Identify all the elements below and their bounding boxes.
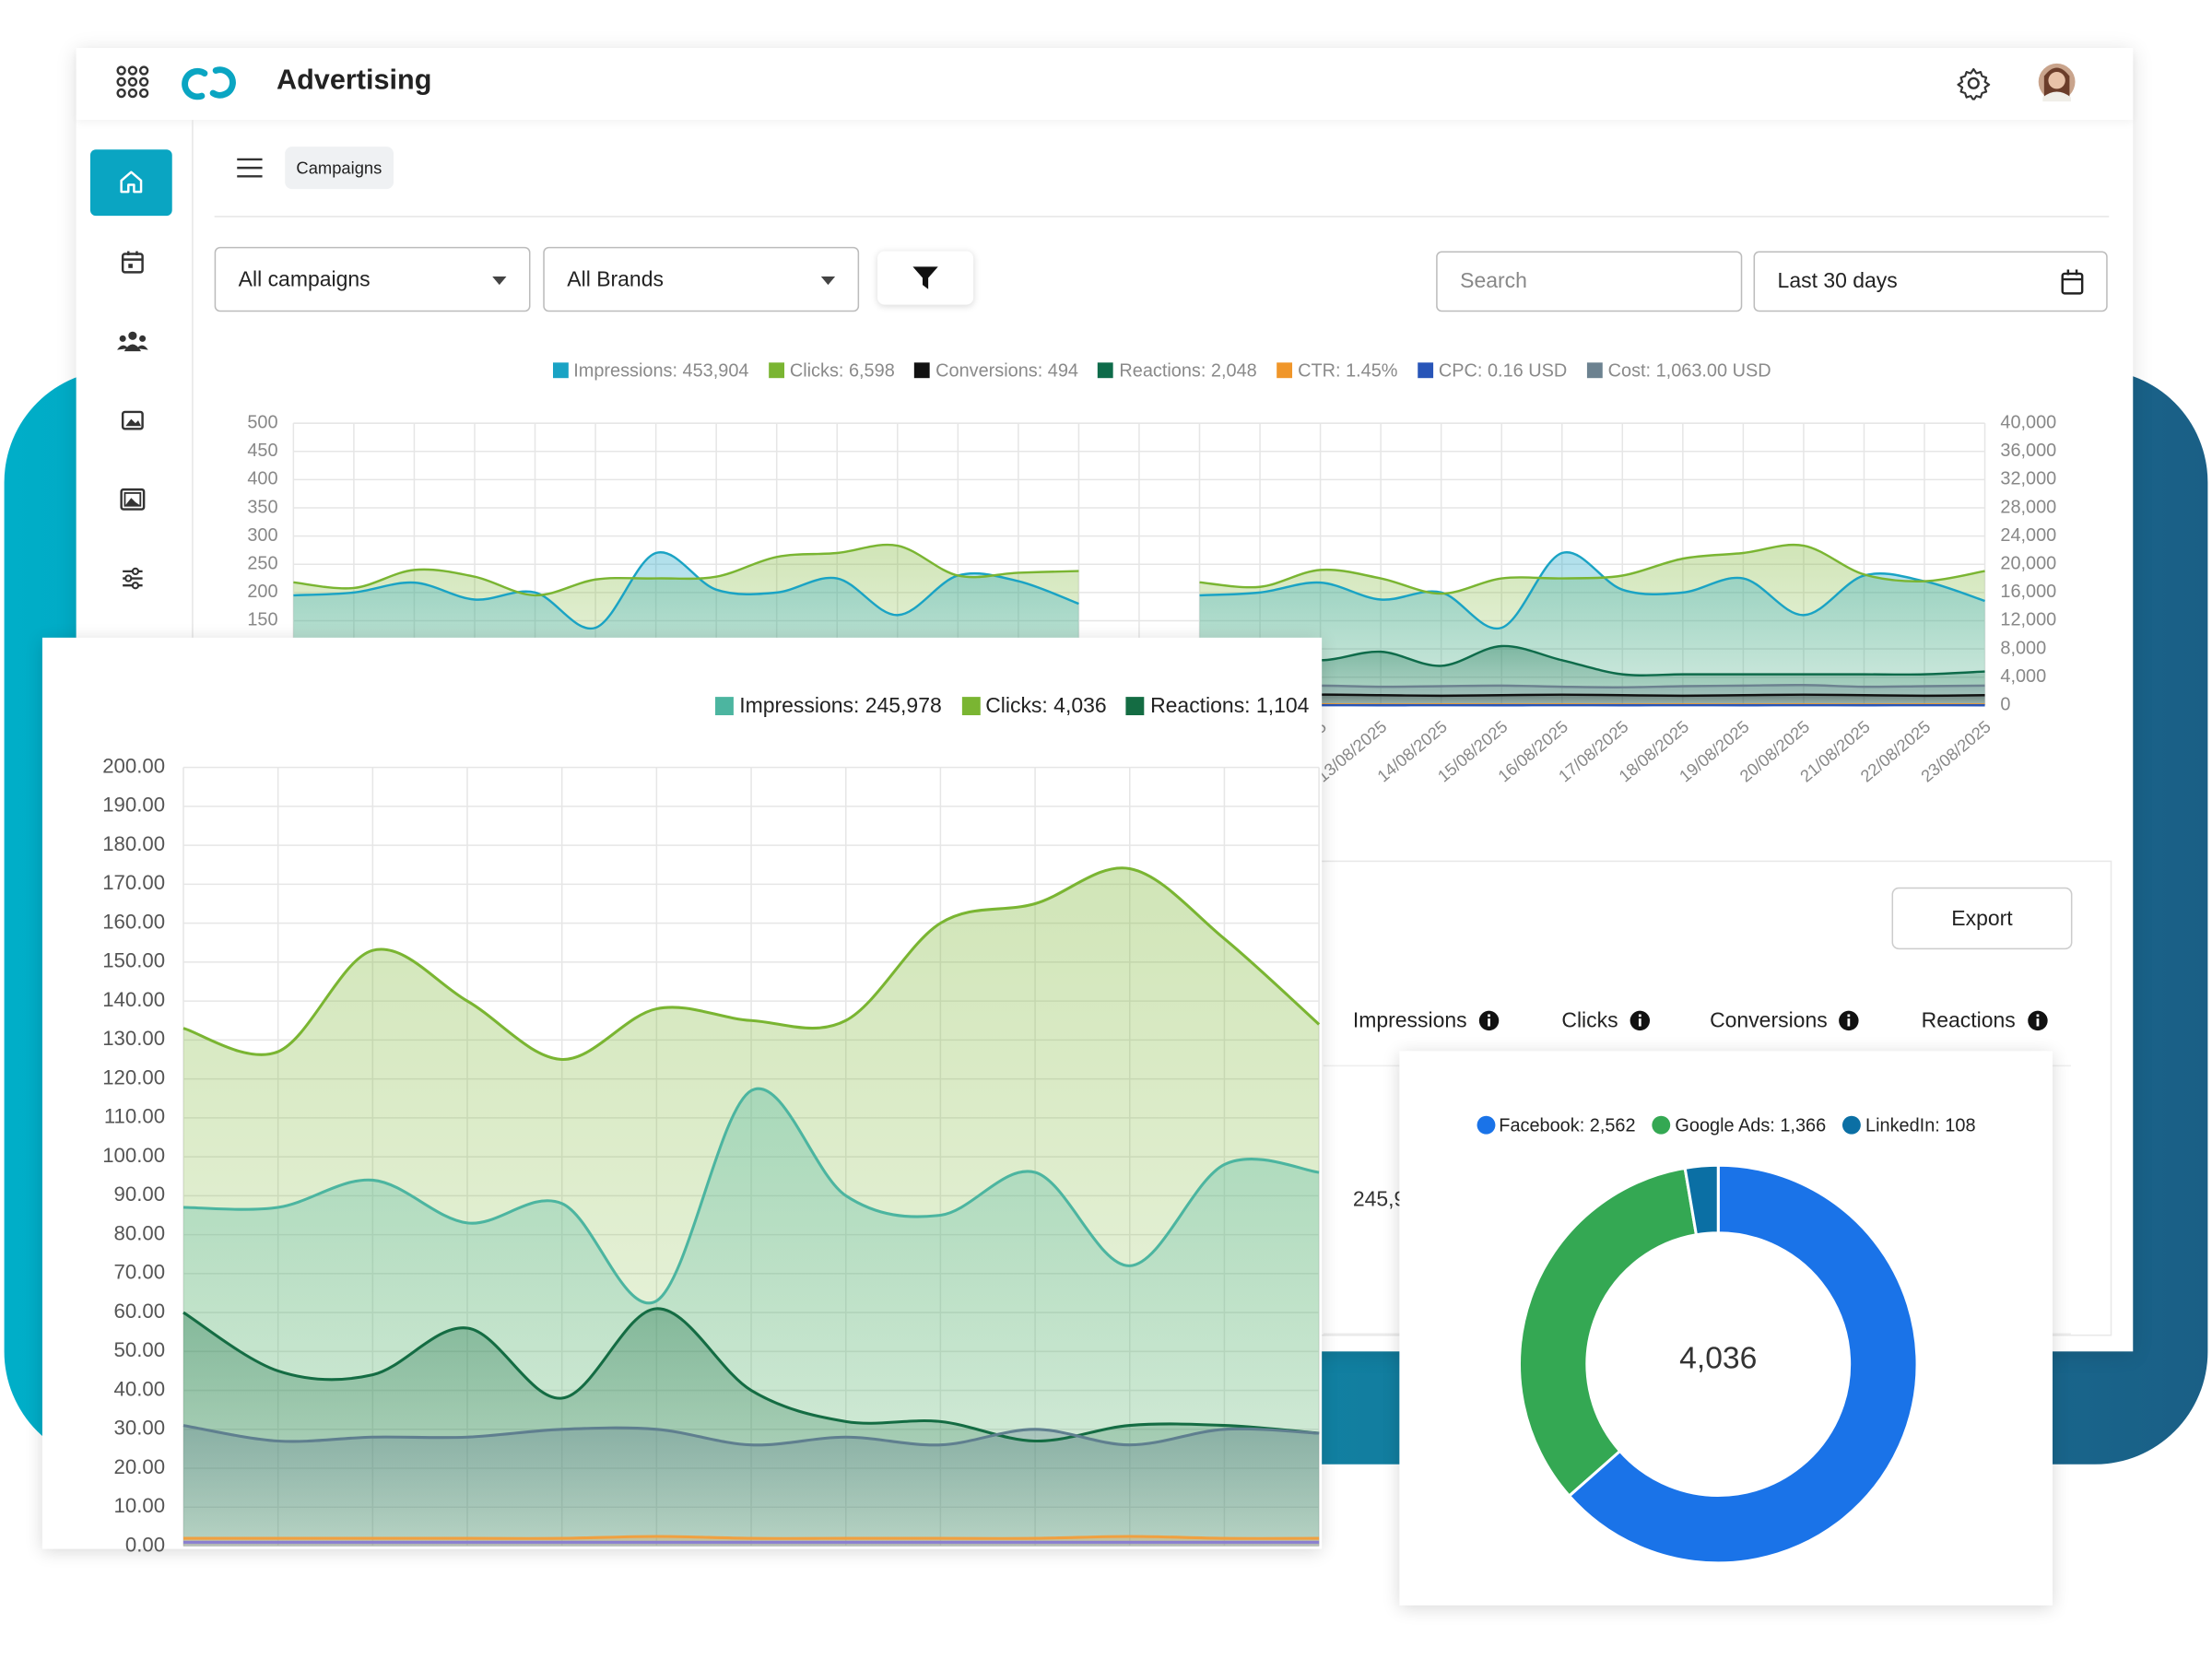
legend-swatch [914, 361, 931, 378]
legend-label: Impressions: 453,904 [573, 359, 749, 381]
legend-label: Reactions: 1,104 [1150, 693, 1310, 718]
info-bar [2036, 1018, 2039, 1027]
settings-icon[interactable] [1957, 66, 1991, 100]
info-dot [1638, 1014, 1641, 1018]
legend-label: Clicks: 4,036 [985, 693, 1107, 718]
legend-swatch [961, 696, 981, 715]
legend-label: Google Ads: 1,366 [1675, 1113, 1827, 1135]
brand-select[interactable]: All Brands [543, 246, 860, 312]
legend-label: LinkedIn: 108 [1865, 1113, 1976, 1135]
info-icon[interactable] [2027, 1010, 2048, 1031]
legend-swatch [1652, 1114, 1671, 1134]
nav-audience[interactable] [117, 329, 148, 355]
legend-swatch [1126, 696, 1145, 715]
app-title: Advertising [276, 65, 432, 97]
legend-swatch [1842, 1114, 1862, 1134]
legend-label: Conversions: 494 [935, 359, 1079, 381]
table-header: Impressions Clicks Conversions Reactions [1271, 1008, 2111, 1042]
column-header: Impressions [1353, 1008, 1500, 1032]
brand-select-text: All Brands [567, 267, 664, 292]
legend: Impressions: 245,978 Clicks: 4,036 Reactio… [715, 691, 1309, 720]
filter-button[interactable] [877, 251, 974, 305]
legend-item: CTR: 1.45% [1277, 359, 1398, 381]
legend-item: Google Ads: 1,366 [1652, 1113, 1827, 1135]
legend-swatch [1586, 361, 1603, 378]
info-dot [1487, 1014, 1490, 1018]
info-icon[interactable] [1630, 1010, 1651, 1031]
user-avatar[interactable] [2037, 62, 2077, 102]
legend-item: Conversions: 494 [914, 359, 1079, 381]
nav-calendar[interactable] [120, 250, 146, 276]
legend-item: Clicks: 4,036 [961, 693, 1107, 718]
legend-label: CTR: 1.45% [1298, 359, 1398, 381]
column-title: Clicks [1561, 1008, 1618, 1033]
legend-label: CPC: 0.16 USD [1438, 359, 1568, 381]
column-header: Conversions [1710, 1008, 1860, 1032]
legend: Facebook: 2,562 Google Ads: 1,366 LinkedIn… [1399, 1111, 2053, 1139]
column-title: Reactions [1921, 1008, 2016, 1033]
info-dot [2036, 1014, 2039, 1018]
legend-label: Facebook: 2,562 [1499, 1113, 1636, 1135]
legend-swatch [1098, 361, 1114, 378]
legend-swatch [715, 696, 735, 715]
column-title: Impressions [1352, 1008, 1467, 1033]
legend-item: Impressions: 453,904 [552, 359, 749, 381]
legend-swatch [552, 361, 569, 378]
column-header: Reactions [1922, 1008, 2048, 1032]
legend-item: Reactions: 2,048 [1098, 359, 1257, 381]
logo [182, 66, 236, 100]
search-placeholder: Search [1460, 269, 1527, 294]
legend-swatch [1476, 1114, 1495, 1134]
info-icon[interactable] [1839, 1010, 1860, 1031]
nav-settings[interactable] [120, 566, 146, 592]
breadcrumb[interactable]: Campaigns [285, 147, 394, 190]
detail-card: Impressions: 245,978 Clicks: 4,036 Reactio… [41, 637, 1323, 1549]
export-button[interactable]: Export [1891, 887, 2073, 950]
info-icon[interactable] [1478, 1010, 1500, 1031]
campaign-select[interactable]: All campaigns [214, 246, 531, 312]
legend-swatch [1417, 361, 1433, 378]
campaign-select-text: All campaigns [238, 267, 371, 292]
divider [214, 216, 2110, 218]
nav-home[interactable] [89, 149, 172, 217]
search-input[interactable]: Search [1436, 251, 1743, 312]
date-range[interactable]: Last 30 days [1753, 251, 2108, 312]
info-bar [1487, 1018, 1490, 1027]
donut-card: Facebook: 2,562 Google Ads: 1,366 LinkedIn… [1399, 1051, 2053, 1606]
legend-label: Clicks: 6,598 [789, 359, 895, 381]
legend: Impressions: 453,904 Clicks: 6,598 Convers… [215, 356, 2110, 384]
legend-item: LinkedIn: 108 [1842, 1113, 1976, 1135]
legend-label: Impressions: 245,978 [739, 693, 942, 718]
legend-label: Cost: 1,063.00 USD [1607, 359, 1771, 381]
legend-item: CPC: 0.16 USD [1417, 359, 1568, 381]
info-bar [1848, 1018, 1851, 1027]
nav-media[interactable] [120, 407, 146, 433]
legend-label: Reactions: 2,048 [1119, 359, 1257, 381]
legend-item: Reactions: 1,104 [1126, 693, 1309, 717]
top-bar: Advertising [76, 48, 2134, 120]
menu-icon[interactable] [237, 157, 263, 179]
column-header: Clicks [1561, 1008, 1651, 1033]
info-dot [1848, 1014, 1851, 1018]
nav-gallery[interactable] [120, 487, 146, 512]
column-title: Conversions [1710, 1008, 1828, 1033]
legend-item: Cost: 1,063.00 USD [1586, 359, 1771, 381]
info-bar [1638, 1018, 1641, 1027]
apps-icon[interactable] [116, 65, 153, 101]
legend-item: Impressions: 245,978 [715, 693, 942, 717]
legend-swatch [1277, 361, 1293, 378]
legend-item: Facebook: 2,562 [1476, 1113, 1636, 1135]
date-range-text: Last 30 days [1777, 269, 1898, 294]
legend-swatch [768, 361, 784, 378]
legend-item: Clicks: 6,598 [768, 359, 895, 381]
